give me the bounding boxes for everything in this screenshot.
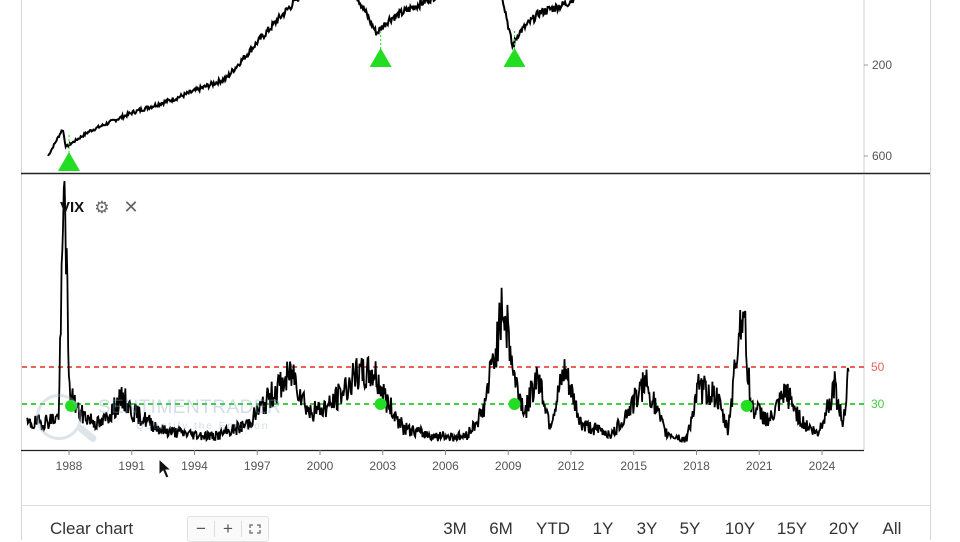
reference-label-30: 30 — [871, 397, 885, 411]
range-button-6m[interactable]: 6M — [489, 519, 513, 538]
buy-signal-triangle[interactable] — [58, 152, 80, 171]
vix-series-line — [26, 180, 850, 444]
range-button-10y[interactable]: 10Y — [724, 519, 756, 538]
x-tick-label: 2018 — [683, 459, 710, 473]
vix-signal-dot[interactable] — [740, 399, 753, 412]
vix-signal-dot[interactable] — [374, 398, 387, 410]
zoom-in-button[interactable]: + — [223, 519, 233, 538]
x-tick-label: 2006 — [432, 459, 459, 473]
x-tick-label: 2015 — [620, 459, 647, 473]
range-button-3m[interactable]: 3M — [443, 519, 467, 538]
buy-signal-triangle[interactable] — [503, 48, 526, 67]
x-tick-label: 1988 — [56, 459, 83, 473]
vix-panel-title: VIX — [60, 199, 85, 216]
price-series-line — [47, 0, 575, 157]
range-button-ytd[interactable]: YTD — [536, 519, 570, 538]
clear-chart-button[interactable]: Clear chart — [50, 519, 134, 538]
range-button-3y[interactable]: 3Y — [636, 519, 658, 538]
x-tick-label: 2009 — [495, 459, 522, 473]
zoom-divider — [241, 521, 242, 537]
x-tick-label: 1991 — [118, 459, 145, 473]
range-button-20y[interactable]: 20Y — [828, 519, 860, 538]
vix-panel-header: VIX ⚙ ✕ — [60, 197, 139, 218]
range-button-15y[interactable]: 15Y — [776, 519, 808, 538]
price-y-tick-label: 600 — [872, 149, 892, 163]
price-panel: 600 200 — [21, 0, 930, 175]
range-button-1y[interactable]: 1Y — [592, 519, 614, 538]
range-button-all[interactable]: All — [882, 519, 902, 538]
x-tick-label: 2021 — [746, 459, 773, 473]
gear-icon[interactable]: ⚙ — [94, 197, 110, 217]
vix-signal-dot[interactable] — [508, 398, 521, 410]
x-tick-label: 2000 — [307, 459, 334, 473]
mouse-cursor-icon — [158, 458, 172, 479]
zoom-out-button[interactable]: − — [196, 519, 206, 538]
zoom-controls: − + — [187, 516, 269, 542]
fullscreen-icon[interactable] — [242, 517, 268, 541]
x-tick-label: 2003 — [369, 459, 396, 473]
x-axis: 1988 1991 1994 1997 2000 2003 2006 2009 2012 2015… — [21, 449, 930, 506]
zoom-divider — [214, 521, 215, 537]
x-tick-label: 2012 — [558, 459, 585, 473]
x-tick-label: 1997 — [244, 459, 271, 473]
chart-toolbar: Clear chart − + 3M 6M YTD 1Y 3Y 5Y 10Y 15Y 20Y Al… — [0, 506, 960, 542]
price-y-tick-label: 200 — [872, 58, 892, 72]
reference-label-50: 50 — [871, 360, 885, 374]
frame-border-left — [21, 0, 22, 540]
range-button-5y[interactable]: 5Y — [679, 519, 701, 538]
x-tick-label: 1994 — [181, 459, 208, 473]
buy-signal-triangle[interactable] — [369, 48, 392, 67]
x-tick-label: 2024 — [809, 459, 836, 473]
close-icon[interactable]: ✕ — [123, 197, 139, 217]
frame-border-right — [930, 0, 931, 540]
vix-signal-dot[interactable] — [65, 399, 78, 412]
vix-panel: 50 30 — [22, 174, 885, 450]
range-selector: 3M 6M YTD 1Y 3Y 5Y 10Y 15Y 20Y All — [0, 519, 960, 541]
chart-canvas[interactable]: 600 200 50 30 1988 1991 1994 1997 2000 2003 2006… — [0, 0, 960, 506]
